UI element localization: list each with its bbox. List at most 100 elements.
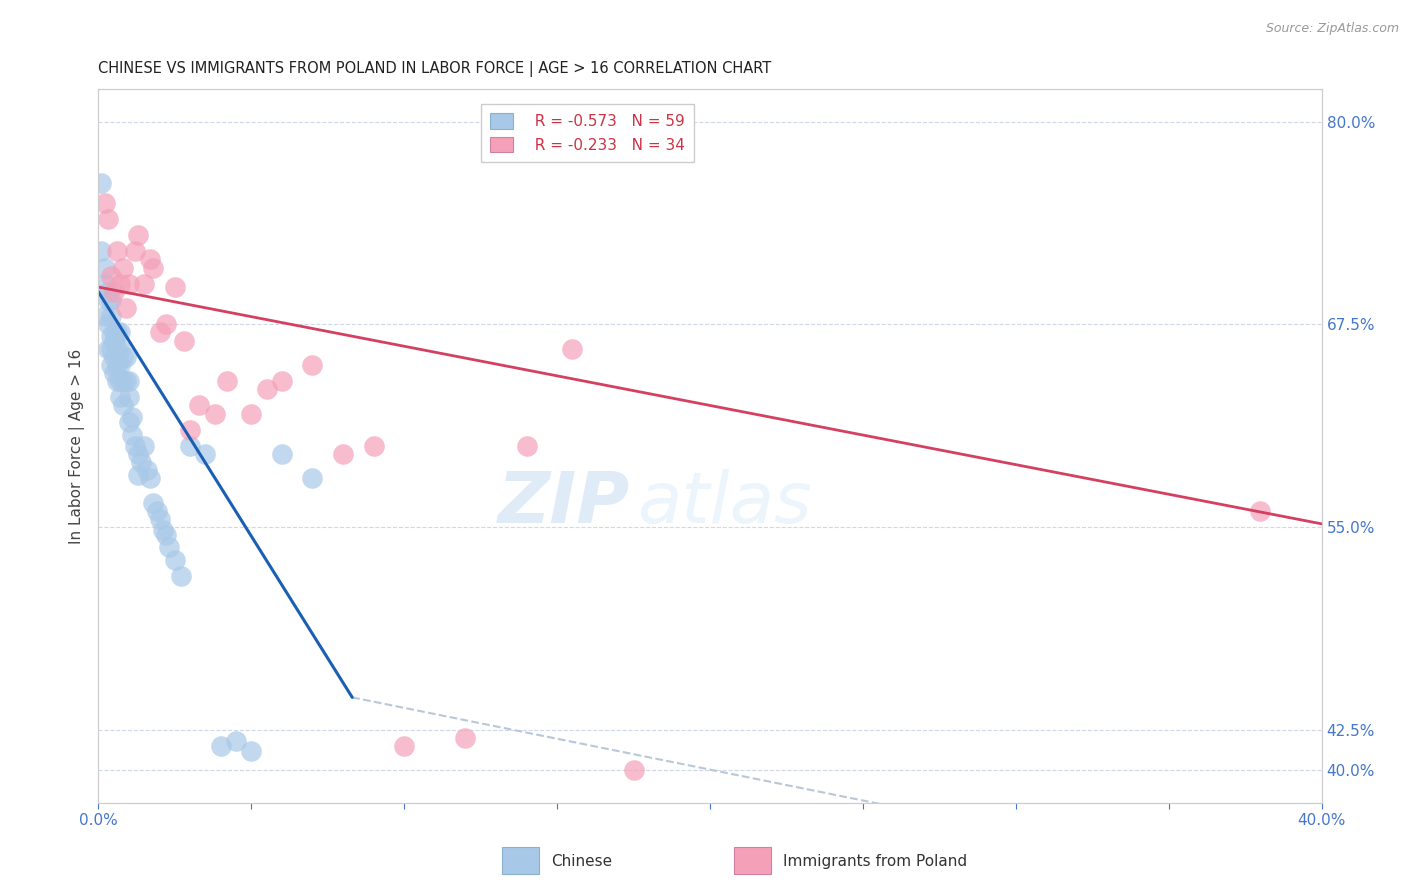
Point	[139, 471, 162, 485]
Point	[163, 280, 186, 294]
Point	[97, 342, 120, 356]
Point	[152, 524, 174, 538]
Point	[179, 439, 201, 453]
Point	[105, 244, 128, 259]
Point	[454, 731, 477, 745]
Point	[118, 374, 141, 388]
Point	[623, 764, 645, 778]
Point	[108, 358, 131, 372]
Point	[301, 358, 323, 372]
Text: CHINESE VS IMMIGRANTS FROM POLAND IN LABOR FORCE | AGE > 16 CORRELATION CHART: CHINESE VS IMMIGRANTS FROM POLAND IN LAB…	[98, 61, 772, 77]
Bar	[502, 847, 538, 874]
Point	[139, 252, 162, 267]
Point	[103, 285, 125, 299]
Point	[301, 471, 323, 485]
Point	[225, 734, 247, 748]
Text: Source: ZipAtlas.com: Source: ZipAtlas.com	[1265, 22, 1399, 36]
Point	[561, 342, 583, 356]
Point	[97, 211, 120, 226]
Point	[108, 374, 131, 388]
Point	[97, 285, 120, 299]
Point	[124, 244, 146, 259]
Point	[121, 409, 143, 424]
Point	[90, 244, 112, 259]
Point	[363, 439, 385, 453]
Legend:   R = -0.573   N = 59,   R = -0.233   N = 34: R = -0.573 N = 59, R = -0.233 N = 34	[481, 104, 695, 162]
Text: atlas: atlas	[637, 468, 811, 538]
Point	[90, 176, 112, 190]
Point	[134, 277, 156, 291]
Point	[97, 318, 120, 332]
Point	[163, 552, 186, 566]
Point	[270, 447, 292, 461]
Point	[93, 310, 115, 324]
Point	[103, 326, 125, 340]
Point	[124, 439, 146, 453]
Point	[142, 260, 165, 275]
Point	[127, 447, 149, 461]
Point	[111, 374, 134, 388]
Point	[100, 268, 122, 283]
Point	[145, 504, 167, 518]
Point	[115, 374, 138, 388]
Point	[108, 277, 131, 291]
Point	[111, 350, 134, 364]
Point	[516, 439, 538, 453]
Point	[105, 326, 128, 340]
Point	[103, 350, 125, 364]
Text: Immigrants from Poland: Immigrants from Poland	[783, 854, 967, 869]
Point	[134, 439, 156, 453]
Point	[179, 423, 201, 437]
Point	[100, 328, 122, 343]
Point	[204, 407, 226, 421]
Point	[256, 382, 278, 396]
Point	[93, 260, 115, 275]
Point	[97, 293, 120, 307]
Point	[392, 739, 416, 753]
Point	[240, 407, 263, 421]
Point	[103, 334, 125, 348]
Point	[332, 447, 354, 461]
Point	[173, 334, 195, 348]
Point	[194, 447, 217, 461]
Bar	[734, 847, 772, 874]
Point	[127, 468, 149, 483]
Point	[111, 260, 134, 275]
Point	[270, 374, 292, 388]
Text: ZIP: ZIP	[498, 468, 630, 538]
Text: Chinese: Chinese	[551, 854, 612, 869]
Point	[118, 277, 141, 291]
Point	[1249, 504, 1271, 518]
Point	[118, 390, 141, 404]
Point	[111, 399, 134, 413]
Point	[100, 310, 122, 324]
Point	[115, 301, 138, 315]
Point	[115, 350, 138, 364]
Point	[149, 326, 172, 340]
Point	[105, 374, 128, 388]
Point	[209, 739, 232, 753]
Point	[93, 195, 115, 210]
Point	[93, 277, 115, 291]
Point	[105, 358, 128, 372]
Point	[118, 415, 141, 429]
Point	[105, 342, 128, 356]
Point	[155, 528, 177, 542]
Point	[215, 374, 238, 388]
Point	[121, 427, 143, 442]
Point	[188, 399, 211, 413]
Point	[103, 366, 125, 380]
Point	[100, 342, 122, 356]
Point	[108, 326, 131, 340]
Point	[108, 390, 131, 404]
Point	[149, 512, 172, 526]
Point	[170, 568, 193, 582]
Point	[100, 293, 122, 307]
Point	[129, 455, 152, 469]
Point	[142, 496, 165, 510]
Y-axis label: In Labor Force | Age > 16: In Labor Force | Age > 16	[69, 349, 84, 543]
Point	[127, 228, 149, 243]
Point	[240, 744, 263, 758]
Point	[136, 463, 159, 477]
Point	[155, 318, 177, 332]
